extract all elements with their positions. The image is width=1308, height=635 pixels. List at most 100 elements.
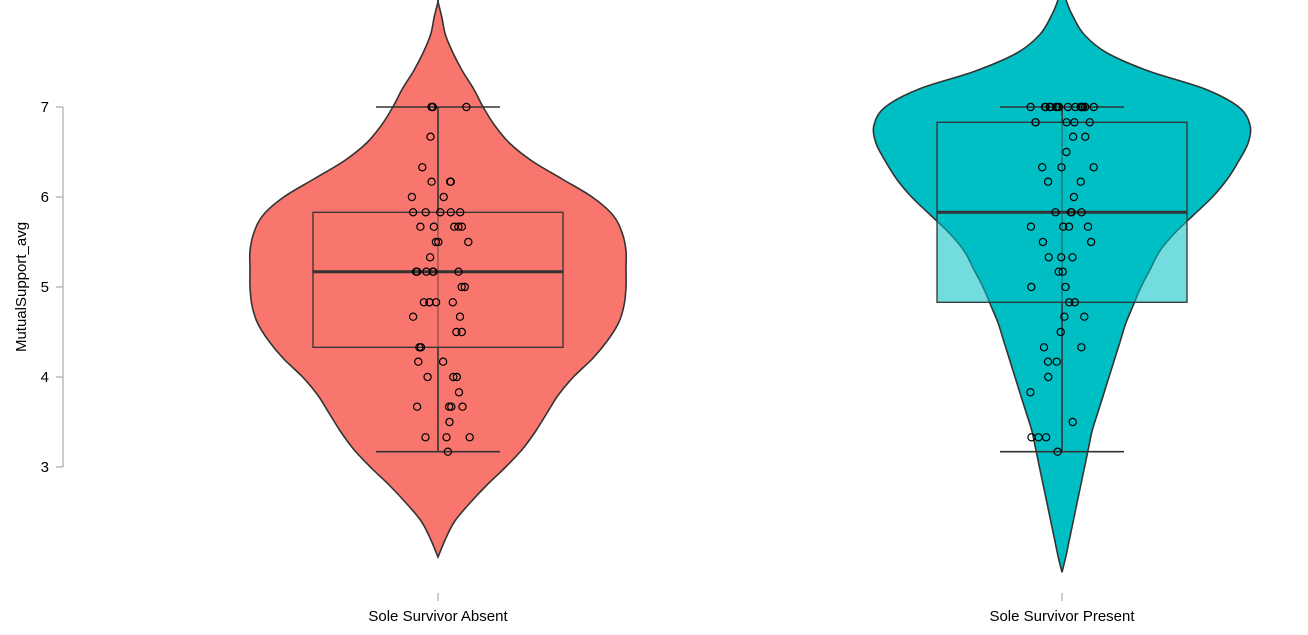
point-absent: [447, 402, 456, 411]
point-absent: [431, 237, 441, 247]
point-absent: [423, 372, 432, 382]
point-absent: [414, 357, 423, 366]
point-present: [1080, 102, 1090, 112]
point-present: [1043, 357, 1053, 366]
point-absent: [421, 208, 430, 217]
point-present: [1034, 433, 1043, 442]
point-present: [1058, 267, 1067, 276]
point-present: [1068, 132, 1078, 141]
point-absent: [449, 372, 458, 382]
point-present: [1053, 447, 1062, 456]
point-absent: [464, 237, 473, 247]
y-axis-title: MutualSupport_avg: [13, 222, 30, 352]
point-absent: [427, 177, 436, 186]
point-absent: [438, 357, 448, 366]
point-present: [1038, 237, 1048, 247]
point-present: [1044, 372, 1053, 382]
point-absent: [462, 102, 471, 112]
point-present: [1067, 208, 1076, 217]
point-present: [1085, 118, 1095, 127]
point-absent: [426, 132, 435, 141]
point-present: [1026, 388, 1035, 397]
point-present: [1068, 417, 1077, 427]
point-absent: [416, 222, 425, 231]
point-absent: [434, 237, 443, 247]
point-present: [1076, 177, 1085, 186]
point-present: [1061, 282, 1070, 292]
point-present: [1068, 253, 1077, 262]
y-tick-label: 5: [41, 279, 49, 296]
point-absent: [445, 417, 454, 427]
y-tick-label: 7: [41, 99, 49, 116]
point-present: [1062, 118, 1071, 127]
point-absent: [446, 208, 455, 217]
point-absent: [454, 222, 463, 231]
point-present: [1054, 267, 1063, 276]
point-present: [1089, 163, 1098, 172]
point-present: [1086, 237, 1096, 247]
point-absent: [415, 343, 424, 352]
jitter-points: [407, 102, 1099, 456]
point-present: [1052, 357, 1061, 366]
point-present: [1062, 147, 1071, 157]
point-present: [1027, 282, 1036, 292]
point-present: [1070, 118, 1079, 127]
point-absent: [408, 312, 418, 321]
box-absent: [312, 211, 564, 348]
point-absent: [455, 312, 465, 321]
y-tick-label: 6: [41, 189, 49, 206]
point-present: [1043, 177, 1053, 186]
point-absent: [465, 433, 474, 442]
point-absent: [418, 163, 427, 172]
point-absent: [443, 447, 453, 456]
point-absent: [452, 327, 461, 337]
point-present: [1070, 298, 1080, 307]
point-absent: [448, 298, 457, 307]
point-present: [1026, 222, 1036, 231]
point-absent: [452, 372, 461, 382]
point-absent: [428, 102, 437, 112]
y-axis: MutualSupport_avg 3 4 5 6 7: [13, 99, 64, 476]
point-absent: [425, 298, 434, 307]
point-absent: [422, 267, 431, 276]
point-present: [1046, 102, 1055, 112]
point-absent: [425, 253, 435, 262]
point-present: [1080, 312, 1089, 321]
point-present: [1040, 102, 1050, 112]
point-absent: [454, 267, 463, 276]
point-absent: [457, 282, 466, 292]
point-absent: [457, 222, 467, 231]
point-absent: [439, 192, 448, 202]
point-present: [1037, 163, 1047, 172]
point-present: [1080, 132, 1090, 141]
point-absent: [421, 433, 430, 442]
x-tick-label-absent: Sole Survivor Absent: [368, 608, 508, 625]
point-present: [1064, 222, 1074, 231]
point-present: [1065, 298, 1074, 307]
point-present: [1060, 312, 1069, 321]
point-present: [1057, 163, 1066, 172]
point-present: [1056, 327, 1065, 337]
point-absent: [460, 282, 469, 292]
point-absent: [458, 402, 467, 411]
point-absent: [407, 192, 417, 202]
point-present: [1089, 102, 1099, 112]
point-absent: [436, 208, 445, 217]
point-absent: [408, 208, 418, 217]
point-present: [1083, 222, 1093, 231]
point-present: [1077, 208, 1086, 217]
point-present: [1031, 118, 1040, 127]
point-absent: [456, 208, 465, 217]
point-present: [1058, 222, 1068, 231]
point-present: [1063, 102, 1073, 112]
point-present: [1076, 102, 1086, 112]
point-absent: [419, 298, 429, 307]
x-axis: Sole Survivor Absent Sole Survivor Presen…: [368, 593, 1135, 625]
point-absent: [446, 177, 455, 186]
point-present: [1077, 343, 1086, 352]
point-present: [1044, 253, 1053, 262]
point-absent: [457, 327, 466, 337]
point-absent: [412, 402, 422, 411]
